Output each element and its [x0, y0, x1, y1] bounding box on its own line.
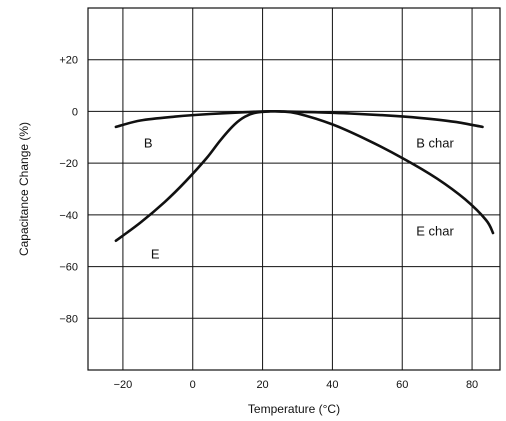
series-lines — [114, 109, 495, 242]
y-tick-label: −80 — [59, 313, 78, 325]
series-line-e — [114, 109, 495, 242]
series-annotation: E — [151, 247, 160, 262]
grid-lines — [88, 8, 500, 370]
x-tick-label: 0 — [190, 379, 196, 391]
y-tick-label: 0 — [72, 106, 78, 118]
y-tick-label: +20 — [59, 55, 78, 67]
series-annotations: B B char E E char — [144, 135, 455, 261]
x-tick-labels: −20 0 20 40 60 80 — [114, 379, 479, 391]
y-tick-label: −60 — [59, 262, 78, 274]
x-tick-label: 80 — [466, 379, 478, 391]
series-annotation: B — [144, 135, 153, 150]
y-tick-label: −20 — [59, 158, 78, 170]
y-tick-label: −40 — [59, 210, 78, 222]
y-tick-labels: +20 0 −20 −40 −60 −80 — [59, 55, 78, 326]
series-annotation: B char — [416, 135, 454, 150]
x-tick-label: 20 — [256, 379, 268, 391]
y-axis-label: Capacitance Change (%) — [17, 122, 31, 256]
x-tick-label: −20 — [114, 379, 133, 391]
x-axis-label: Temperature (°C) — [248, 402, 340, 416]
plot-frame — [87, 7, 501, 371]
series-annotation: E char — [416, 223, 454, 238]
x-tick-label: 40 — [326, 379, 338, 391]
x-tick-label: 60 — [396, 379, 408, 391]
